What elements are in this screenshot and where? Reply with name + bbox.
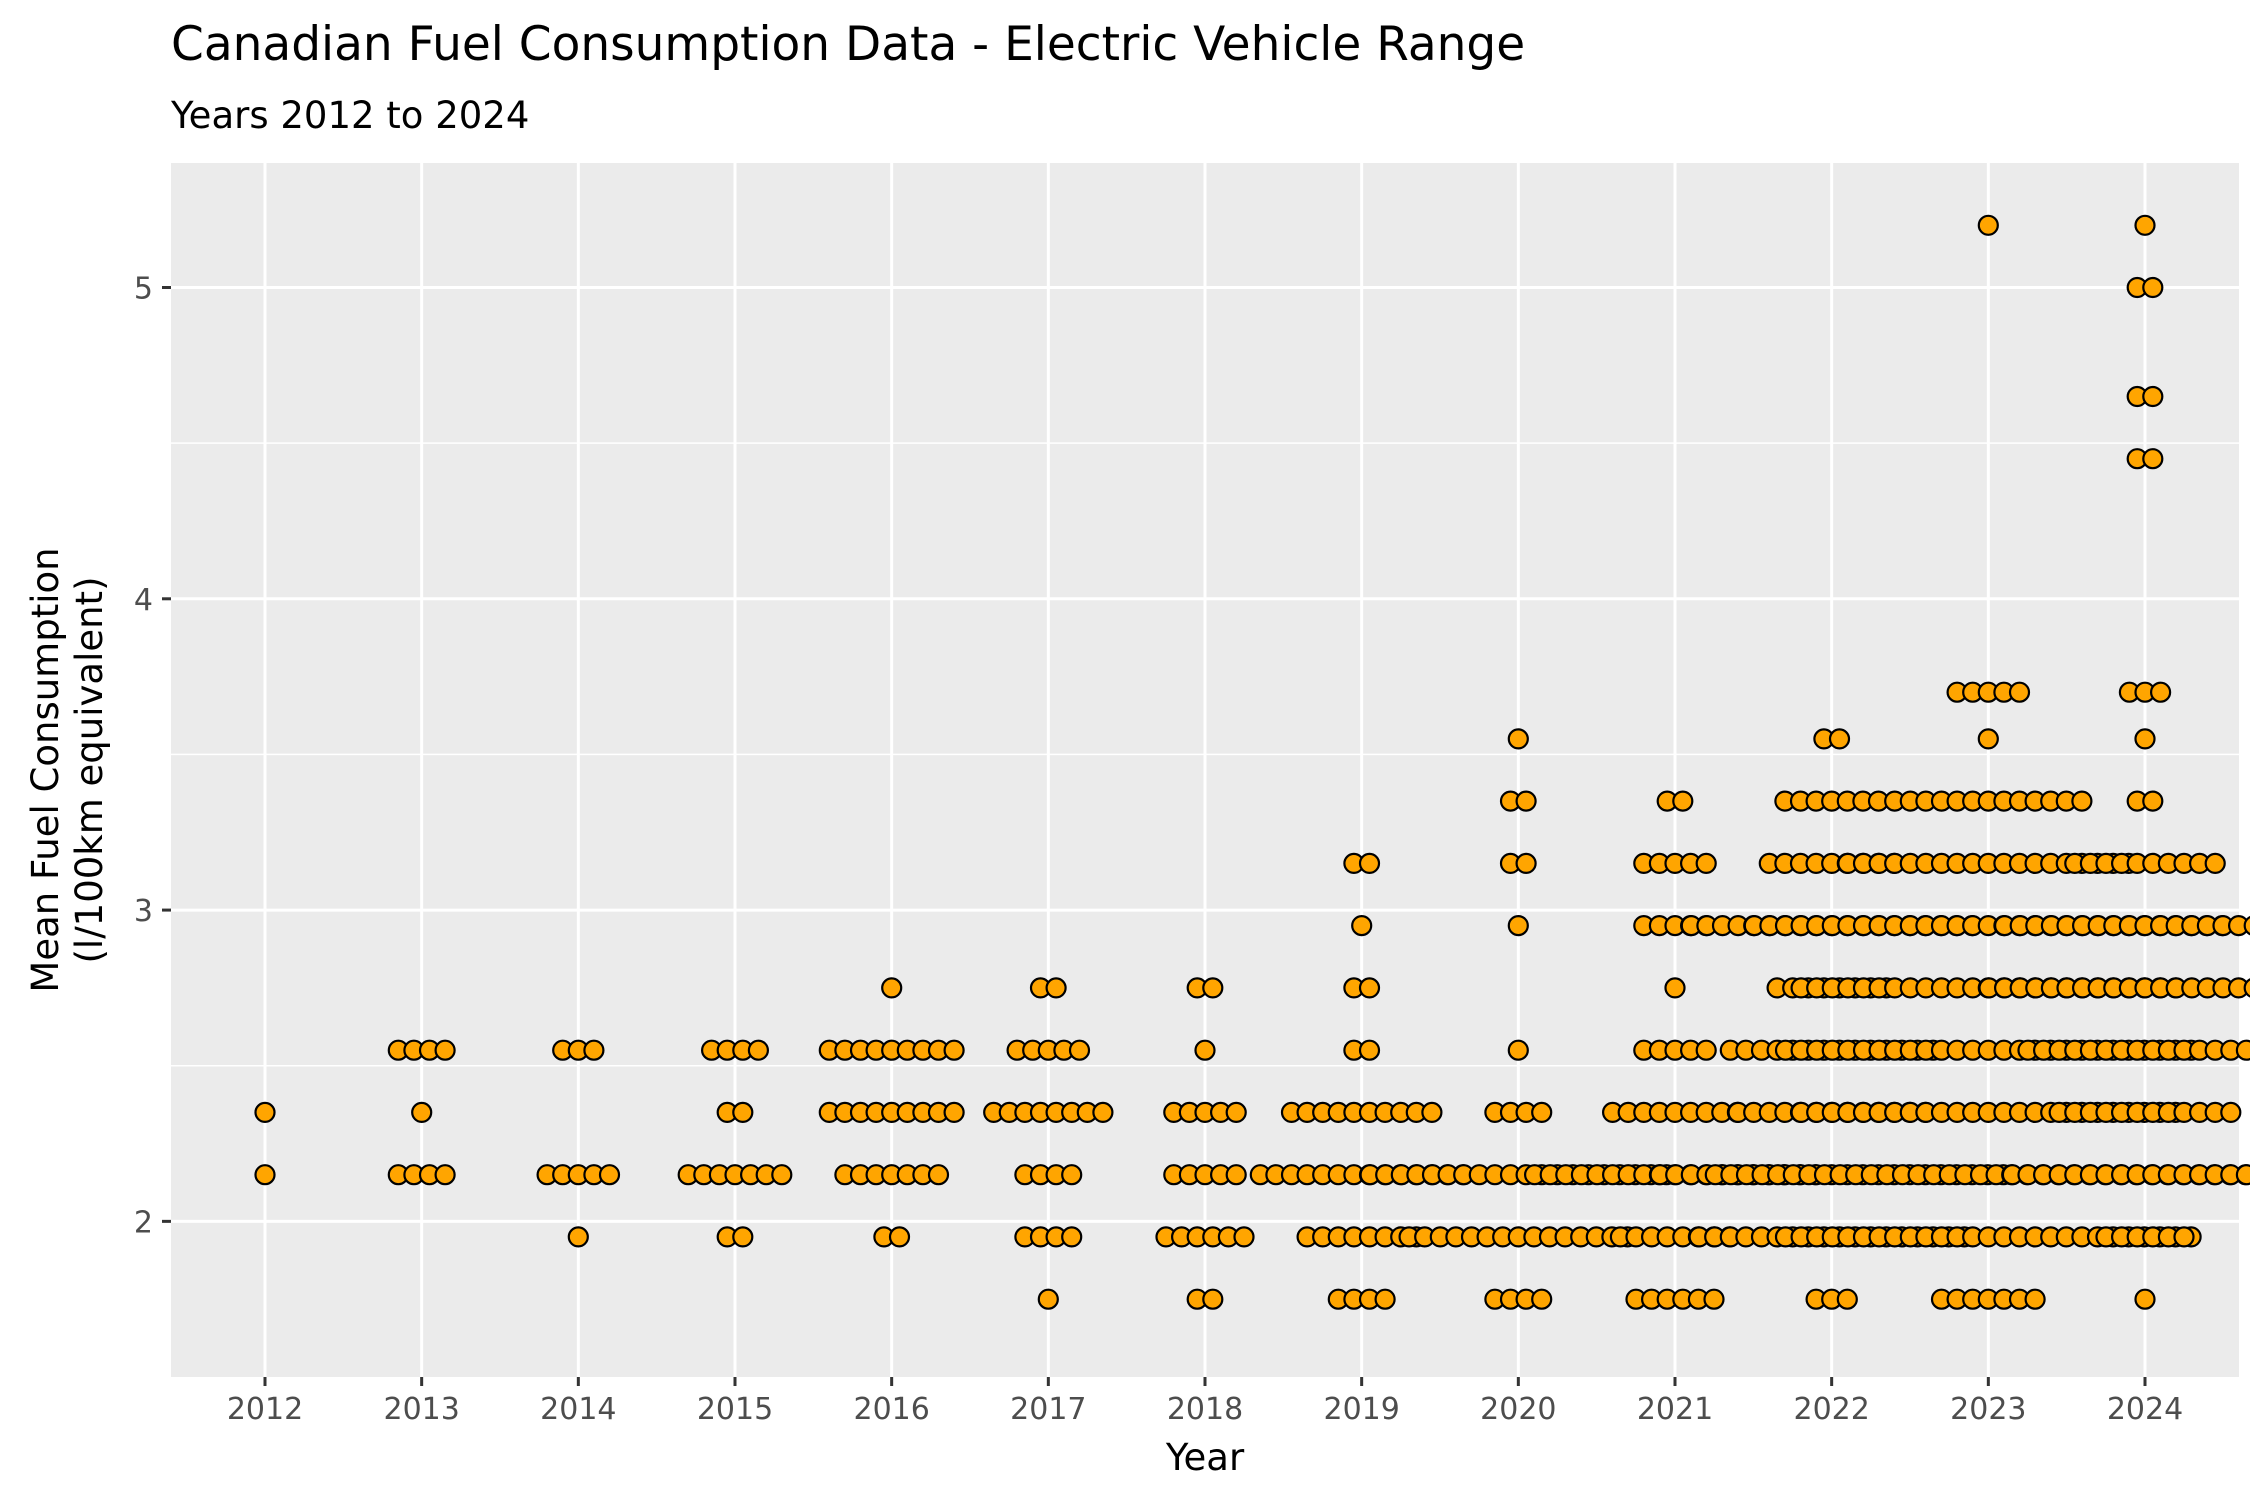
data-point [1515,852,1537,875]
x-tick-label: 2022 [1793,1392,1869,1427]
data-point [747,1039,770,1061]
data-point [943,1101,965,1124]
data-point [1194,1039,1216,1061]
x-tick-label: 2013 [383,1392,459,1427]
data-point [598,1164,621,1186]
y-axis-title-line-1: Mean Fuel Consumption [24,547,67,992]
data-point [881,977,903,999]
data-point [1531,1101,1553,1124]
data-point [1507,1039,1529,1061]
data-point [1507,914,1529,937]
data-point [2142,790,2164,812]
data-point [771,1164,793,1186]
data-points [254,214,2250,1310]
data-point [1695,852,1717,875]
data-point [927,1164,950,1186]
x-tick-label: 2012 [227,1392,303,1427]
data-point [1061,1164,1083,1186]
data-point [1836,1288,1858,1310]
x-tick-label: 2024 [2107,1392,2183,1427]
data-point [2134,728,2156,750]
y-tick-label: 2 [134,1205,153,1240]
data-point [1515,790,1537,812]
chart-title: Canadian Fuel Consumption Data - Electri… [171,17,1525,72]
y-tick-label: 3 [134,894,153,929]
data-point [2008,681,2031,703]
data-point [1507,728,1529,750]
data-point [1202,1288,1224,1310]
x-tick-label: 2021 [1637,1392,1713,1427]
data-point [2142,448,2164,470]
data-point [1225,1164,1247,1186]
x-axis-title: Year [1165,1436,1245,1479]
data-point [1358,852,1381,875]
x-tick-label: 2020 [1480,1392,1556,1427]
data-point [434,1039,456,1061]
data-point [2204,852,2226,875]
data-point [583,1039,605,1061]
data-point [2243,978,2250,998]
data-point [1092,1101,1114,1124]
data-point [732,1226,754,1248]
data-point [1068,1039,1091,1061]
data-point [1233,1226,1255,1248]
data-point [2142,276,2164,299]
x-tick-label: 2023 [1950,1392,2026,1427]
data-point [1374,1288,1396,1310]
data-point [888,1226,911,1248]
data-point [254,1101,276,1124]
y-axis-title-line-2: (l/100km equivalent) [68,576,111,963]
data-point [1828,728,1851,750]
data-point [2235,1164,2250,1186]
data-point [1202,977,1224,999]
y-tick-label: 5 [134,272,153,307]
x-tick-label: 2017 [1010,1392,1086,1427]
data-point [411,1101,433,1124]
x-tick-label: 2015 [697,1392,773,1427]
data-point [1672,790,1694,812]
data-point [2071,790,2093,812]
x-tick-label: 2016 [853,1392,929,1427]
data-point [1351,914,1373,937]
data-point [2220,1101,2242,1124]
data-point [1531,1288,1553,1310]
data-point [1225,1101,1247,1124]
data-point [2235,1039,2250,1061]
data-point [2142,385,2164,408]
y-tick-label: 4 [134,583,153,618]
data-point [943,1039,965,1061]
x-tick-label: 2018 [1167,1392,1243,1427]
x-tick-label: 2014 [540,1392,616,1427]
data-point [1664,977,1686,999]
data-point [1977,214,1999,236]
chart-subtitle: Years 2012 to 2024 [170,94,529,137]
data-point [1061,1226,1083,1248]
data-point [1703,1288,1725,1310]
data-point [732,1101,754,1124]
data-point [1037,1288,1059,1310]
data-point [254,1164,276,1186]
data-point [434,1164,456,1186]
y-axis: 2 3 4 5 [134,272,171,1240]
data-point [2150,681,2172,703]
data-point [2243,915,2250,936]
x-tick-label: 2019 [1323,1392,1399,1427]
data-point [2134,214,2156,236]
data-point [1695,1039,1717,1061]
data-point [1045,977,1067,999]
data-point [1977,728,1999,750]
data-point [2134,1288,2156,1310]
data-point [1421,1101,1443,1124]
data-point [567,1226,589,1248]
data-point [1358,1039,1381,1061]
data-point [2024,1288,2046,1310]
data-point [1358,977,1381,999]
data-point [2173,1226,2195,1248]
x-axis: 2012 2013 2014 2015 2016 2017 2018 2019 2020 2021… [227,1377,2183,1427]
